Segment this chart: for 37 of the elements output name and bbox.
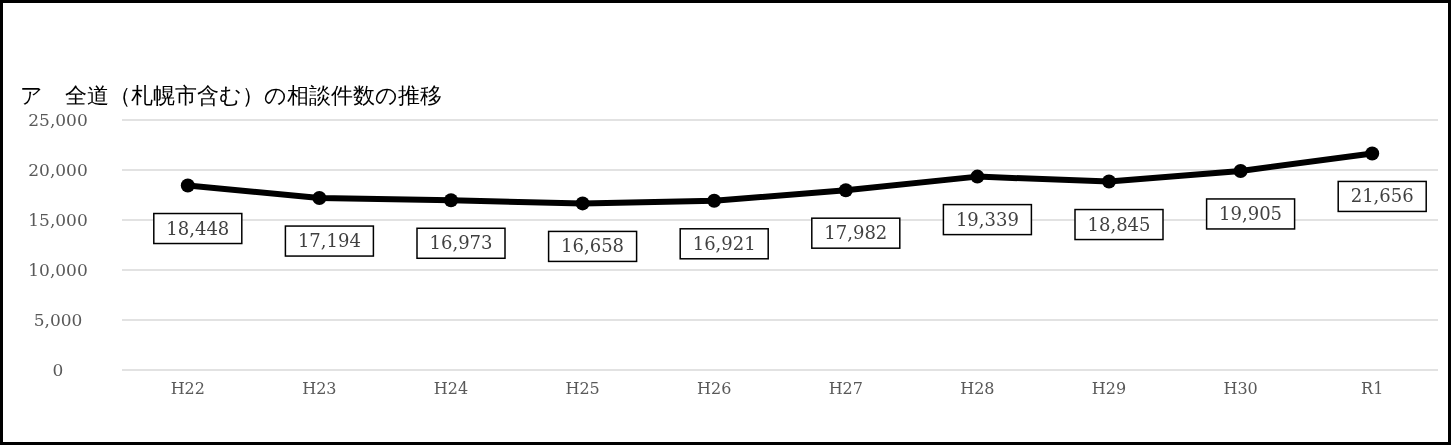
point	[575, 196, 590, 211]
y-tick-label: 10,000	[28, 260, 88, 280]
y-tick-label: 25,000	[28, 110, 88, 130]
point	[1102, 174, 1116, 189]
y-tick-label: 0	[52, 360, 64, 380]
x-tick-label: H24	[433, 379, 469, 398]
point	[1365, 146, 1380, 161]
point	[838, 183, 853, 198]
point	[444, 193, 458, 208]
x-tick-label: H28	[960, 379, 995, 398]
data-label: 17,982	[824, 222, 888, 244]
data-label: 16,921	[692, 232, 756, 254]
data-label: 18,845	[1087, 213, 1151, 235]
x-tick-label: H26	[697, 379, 732, 398]
x-tick-label: H29	[1091, 379, 1127, 398]
x-tick-label: H30	[1223, 379, 1258, 398]
point	[970, 169, 985, 184]
y-tick-label: 20,000	[28, 160, 88, 180]
data-label: 16,973	[429, 232, 493, 254]
chart-title: ア 全道（札幌市含む）の相談件数の推移	[20, 83, 442, 108]
data-label: 21,656	[1350, 185, 1414, 207]
data-label: 17,194	[297, 230, 361, 252]
data-label: 16,658	[561, 235, 625, 257]
data-label: 19,905	[1219, 202, 1283, 224]
point	[707, 193, 722, 208]
x-tick-label: H27	[828, 379, 863, 398]
x-tick-label: H23	[302, 379, 337, 398]
x-tick-label: H22	[170, 379, 205, 398]
data-label: 18,448	[166, 217, 230, 239]
y-tick-label: 5,000	[33, 310, 83, 330]
y-tick-label: 15,000	[28, 210, 88, 230]
x-tick-label: R1	[1361, 379, 1384, 398]
x-tick-label: H25	[565, 379, 600, 398]
data-label: 19,339	[955, 208, 1019, 230]
point	[1233, 163, 1248, 178]
point	[312, 191, 327, 206]
point	[180, 178, 195, 193]
